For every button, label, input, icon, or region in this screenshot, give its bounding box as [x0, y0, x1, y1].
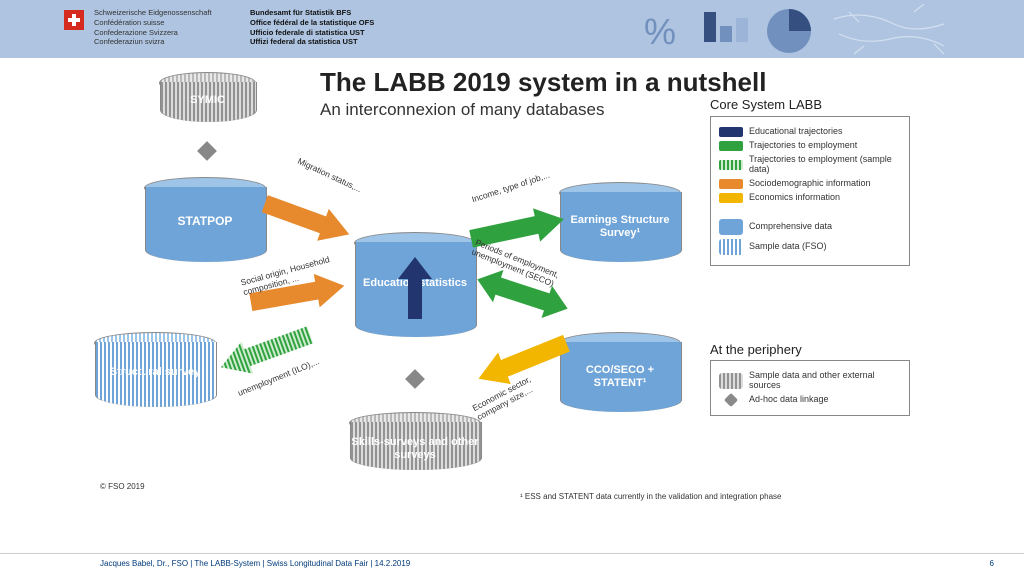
node-skills: Skills-surveys and other surveys [350, 422, 480, 470]
node-ess: Earnings Structure Survey¹ [560, 192, 680, 262]
node-statpop: STATPOP [145, 187, 265, 262]
header-bar: Schweizerische Eidgenossenschaft Confédé… [0, 0, 1024, 58]
page-number: 6 [990, 559, 994, 568]
swiss-shield-icon [64, 10, 84, 30]
arrow-educational-trajectories [398, 257, 432, 319]
legend-periphery-title: At the periphery [710, 342, 802, 357]
header-decoration: % [634, 4, 994, 63]
linkage-diamond-icon [405, 369, 425, 389]
legend-core-title: Core System LABB [710, 97, 822, 112]
slide-title: The LABB 2019 system in a nutshell [320, 67, 766, 98]
confederation-names: Schweizerische Eidgenossenschaft Confédé… [94, 8, 212, 47]
arrow-structural [215, 319, 316, 383]
legend-periphery-box: Sample data and other external sources A… [710, 360, 910, 416]
slide-subtitle: An interconnexion of many databases [320, 100, 604, 120]
footer-author: Jacques Babel, Dr., FSO | The LABB-Syste… [100, 559, 410, 568]
label-migration: Migration status,... [296, 156, 363, 194]
label-income: Income, type of job,... [470, 170, 550, 205]
node-structural: Structural survey [95, 342, 215, 407]
linkage-diamond-icon [197, 141, 217, 161]
copyright: © FSO 2019 [100, 482, 145, 491]
diagram: The LABB 2019 system in a nutshell An in… [100, 62, 920, 542]
svg-text:%: % [644, 11, 676, 52]
legend-core-box: Educational trajectories Trajectories to… [710, 116, 910, 266]
arrow-migration [259, 188, 355, 251]
footnote: ¹ ESS and STATENT data currently in the … [520, 492, 781, 501]
office-names: Bundesamt für Statistik BFS Office fédér… [250, 8, 374, 47]
footer: Jacques Babel, Dr., FSO | The LABB-Syste… [0, 553, 1024, 576]
node-symic: SYMIC [160, 82, 255, 122]
node-cco: CCO/SECO + STATENT¹ [560, 342, 680, 412]
